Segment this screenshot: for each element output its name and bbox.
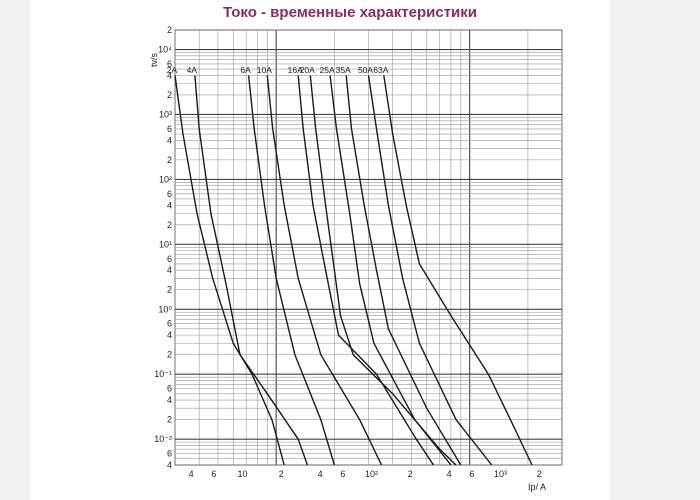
y-tick-label: 4 bbox=[167, 330, 172, 340]
curve-label-35A: 35A bbox=[336, 65, 351, 75]
y-axis-tick-labels: 210⁴64210³64210²64210¹64210⁰64210⁻¹64210… bbox=[154, 25, 172, 470]
y-tick-label: 10⁰ bbox=[158, 304, 172, 314]
y-tick-label: 6 bbox=[167, 384, 172, 394]
y-tick-label: 10⁴ bbox=[158, 45, 172, 55]
curve-label-6A: 6A bbox=[240, 65, 251, 75]
x-tick-label: 10³ bbox=[494, 469, 507, 479]
y-tick-label: 2 bbox=[167, 415, 172, 425]
curve-label-63A: 63A bbox=[373, 65, 388, 75]
curve-63A bbox=[383, 75, 533, 466]
y-tick-label: 6 bbox=[167, 59, 172, 69]
curve-25A bbox=[329, 75, 452, 466]
curve-10A bbox=[266, 75, 383, 466]
y-tick-label: 4 bbox=[167, 135, 172, 145]
y-tick-label: 4 bbox=[167, 200, 172, 210]
curve-label-50A: 50A bbox=[358, 65, 373, 75]
curve-label-25A: 25A bbox=[320, 65, 335, 75]
curve-label-16A: 16A bbox=[288, 65, 303, 75]
curve-label-4A: 4A bbox=[187, 65, 198, 75]
y-tick-label: 2 bbox=[167, 350, 172, 360]
y-tick-label: 10² bbox=[159, 174, 172, 184]
y-tick-label: 6 bbox=[167, 189, 172, 199]
y-tick-label: 4 bbox=[167, 395, 172, 405]
y-tick-label: 4 bbox=[167, 70, 172, 80]
y-tick-label: 2 bbox=[167, 155, 172, 165]
page-title: Токо - временные характеристики bbox=[223, 4, 477, 21]
y-tick-label: 10¹ bbox=[159, 239, 172, 249]
chart-curves bbox=[174, 75, 533, 466]
y-tick-label: 10³ bbox=[159, 109, 172, 119]
y-tick-label: 2 bbox=[167, 220, 172, 230]
y-tick-label: 2 bbox=[167, 25, 172, 35]
x-axis-tick-labels: 4 6 10 2 4 6 10² 2 4 6 10³ 2 bbox=[189, 469, 542, 479]
y-axis-title: tv/s bbox=[149, 53, 159, 68]
x-tick-label: 4 bbox=[189, 469, 194, 479]
x-tick-label: 6 bbox=[340, 469, 345, 479]
curve-4A bbox=[194, 75, 309, 466]
y-tick-label: 4 bbox=[167, 460, 172, 470]
y-tick-label: 10⁻¹ bbox=[154, 369, 172, 379]
left-margin-panel bbox=[0, 0, 30, 500]
right-margin-panel bbox=[610, 0, 700, 500]
y-tick-label: 4 bbox=[167, 265, 172, 275]
curve-label-20A: 20A bbox=[300, 65, 315, 75]
y-tick-label: 6 bbox=[167, 124, 172, 134]
x-tick-label: 10 bbox=[237, 469, 247, 479]
y-tick-label: 2 bbox=[167, 90, 172, 100]
y-tick-label: 6 bbox=[167, 449, 172, 459]
y-tick-label: 10⁻² bbox=[154, 434, 172, 444]
x-tick-label: 6 bbox=[469, 469, 474, 479]
curve-50A bbox=[367, 75, 493, 466]
x-tick-label: 6 bbox=[211, 469, 216, 479]
curve-16A bbox=[297, 75, 435, 466]
y-tick-label: 6 bbox=[167, 254, 172, 264]
x-tick-label: 2 bbox=[537, 469, 542, 479]
x-tick-label: 2 bbox=[408, 469, 413, 479]
curve-6A bbox=[247, 75, 336, 466]
x-axis-title: Ip/ A bbox=[528, 482, 546, 492]
x-tick-label: 2 bbox=[279, 469, 284, 479]
curve-2A bbox=[174, 75, 285, 466]
curve-label-2A: 2A bbox=[167, 65, 178, 75]
x-tick-label: 4 bbox=[447, 469, 452, 479]
curve-35A bbox=[345, 75, 462, 466]
x-tick-label: 10² bbox=[365, 469, 378, 479]
y-tick-label: 6 bbox=[167, 319, 172, 329]
axis-titles: Ip/ A tv/s bbox=[149, 53, 546, 492]
y-tick-label: 2 bbox=[167, 285, 172, 295]
curve-label-10A: 10A bbox=[257, 65, 272, 75]
chart-grid bbox=[174, 29, 563, 466]
x-tick-label: 4 bbox=[318, 469, 323, 479]
